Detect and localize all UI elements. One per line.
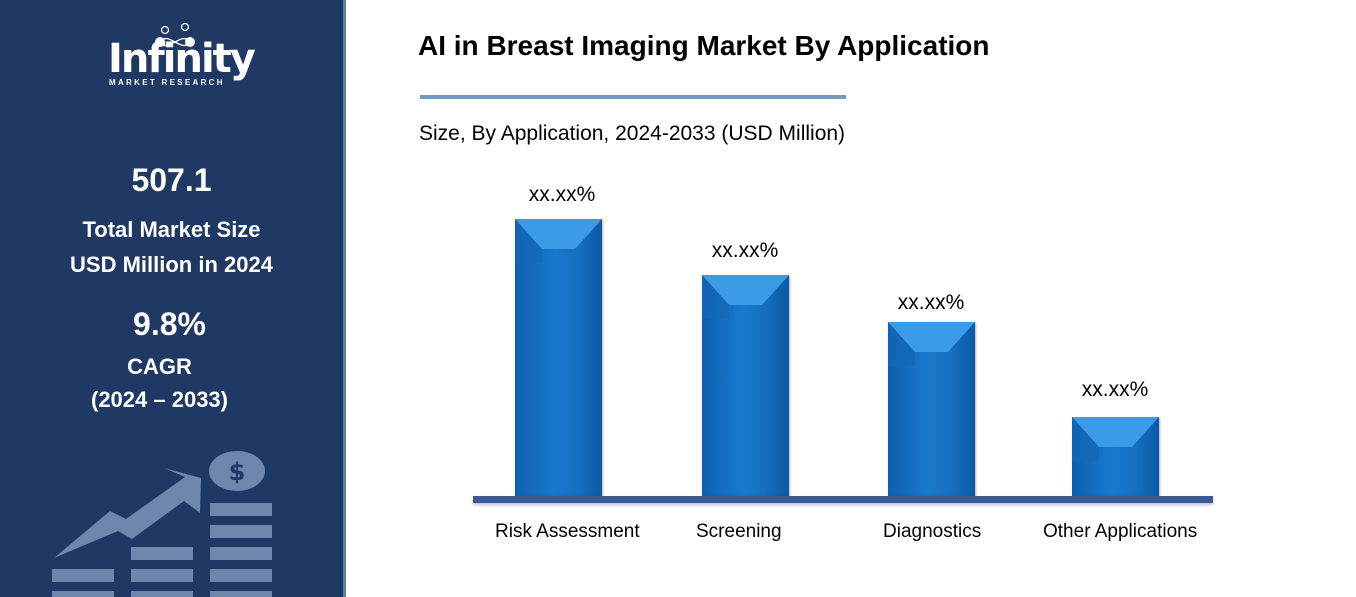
bar-diagnostics (888, 322, 975, 496)
title-underline (420, 95, 846, 99)
category-label: Screening (696, 521, 782, 542)
bar-other-applications (1072, 417, 1159, 496)
bar-risk-assessment (515, 219, 602, 496)
bar-data-label: xx.xx% (711, 239, 779, 262)
cagr-value: 9.8% (133, 306, 206, 342)
sidebar: Infinity MARKET RESEARCH 507.1 Total Mar… (0, 0, 343, 597)
chart-title: AI in Breast Imaging Market By Applicati… (418, 30, 990, 61)
market-size-unit: USD Million in 2024 (70, 252, 273, 277)
market-size-label: Total Market Size (82, 217, 261, 242)
x-axis-line (473, 496, 1213, 503)
bar-screening (702, 275, 789, 496)
category-label: Risk Assessment (495, 521, 640, 542)
svg-text:$: $ (229, 458, 246, 486)
category-label: Other Applications (1043, 521, 1198, 542)
chart-subtitle: Size, By Application, 2024-2033 (USD Mil… (419, 122, 846, 145)
category-label: Diagnostics (883, 521, 982, 542)
market-size-value: 507.1 (131, 162, 212, 198)
bar-data-label: xx.xx% (528, 183, 596, 206)
logo-wordmark: Infinity (108, 36, 256, 82)
logo-tagline: MARKET RESEARCH (109, 78, 225, 87)
cagr-period: (2024 – 2033) (91, 387, 228, 412)
sidebar-divider (343, 0, 346, 597)
infinity-symbol-icon (155, 22, 195, 47)
bar-data-label: xx.xx% (897, 291, 965, 314)
growth-chart-dollar-icon: $ (52, 451, 272, 597)
infinity-logo: Infinity MARKET RESEARCH (100, 22, 256, 92)
cagr-label: CAGR (127, 354, 192, 379)
bar-data-label: xx.xx% (1081, 378, 1149, 401)
